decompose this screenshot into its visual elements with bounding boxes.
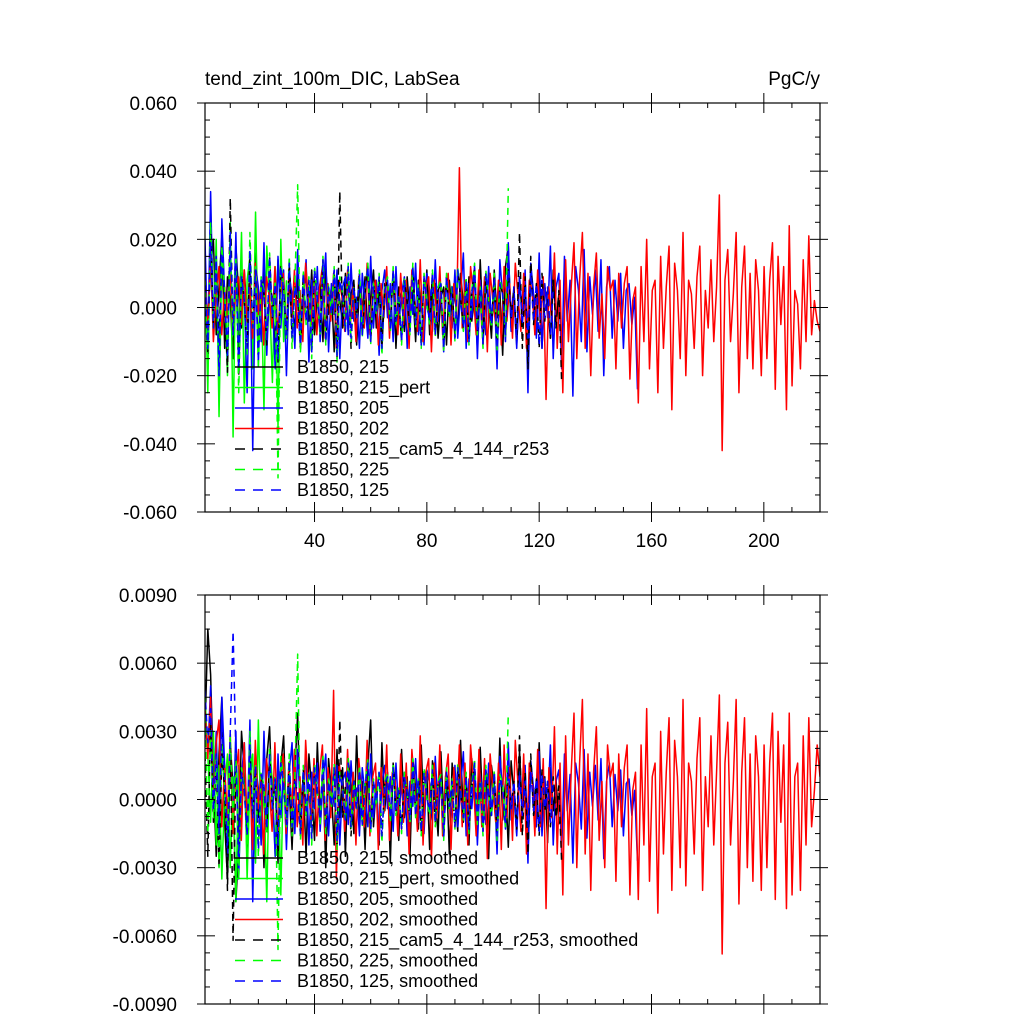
y-tick-label: 0.0030 [119, 722, 177, 743]
series-group [205, 167, 820, 479]
y-tick-label: -0.060 [123, 503, 177, 524]
y-tick-label: -0.0030 [113, 859, 177, 880]
y-tick-label: -0.0090 [113, 995, 177, 1016]
y-tick-label: 0.040 [129, 162, 177, 183]
legend-label: B1850, 215, smoothed [297, 848, 478, 868]
series-line-5 [205, 190, 563, 383]
x-tick-label: 200 [748, 531, 780, 552]
legend-label: B1850, 205 [297, 398, 389, 418]
legend-label: B1850, 215_cam5_4_144_r253 [297, 439, 549, 460]
legend-label: B1850, 125, smoothed [297, 971, 478, 991]
y-tick-label: 0.0060 [119, 654, 177, 675]
y-tick-label: -0.0060 [113, 927, 177, 948]
legend-label: B1850, 125 [297, 480, 389, 500]
y-tick-label: -0.040 [123, 435, 177, 456]
chart-title: tend_zint_100m_DIC, LabSea [205, 69, 460, 90]
series-line-4 [205, 689, 820, 955]
x-tick-label: 120 [523, 531, 555, 552]
y-tick-label: 0.000 [129, 299, 177, 320]
legend-label: B1850, 202, smoothed [297, 910, 478, 930]
y-tick-label: 0.0090 [119, 586, 177, 607]
chart-panel-1: 40 80 120 160 200 -0.060 -0.040 -0.020 0.000 0.02… [123, 69, 828, 552]
legend-label: B1850, 225, smoothed [297, 951, 478, 971]
y-tick-label: 0.020 [129, 230, 177, 251]
series-line-6 [205, 653, 510, 951]
series-line-7 [205, 630, 554, 858]
legend-label: B1850, 215_pert [297, 378, 430, 399]
y-tick-label: 0.0000 [119, 791, 177, 812]
legend-label: B1850, 215_pert, smoothed [297, 869, 519, 890]
units-label: PgC/y [768, 69, 820, 90]
x-tick-label: 160 [636, 531, 668, 552]
series-line-7 [205, 231, 554, 377]
legend-label: B1850, 225 [297, 460, 389, 480]
series-group [205, 628, 820, 955]
chart-panel-2: -0.0090 -0.0060 -0.0030 0.0000 0.0030 0.0060 0… [113, 585, 828, 1016]
x-tick-label: 80 [416, 531, 437, 552]
x-tick-label: 40 [304, 531, 325, 552]
legend-label: B1850, 205, smoothed [297, 889, 478, 909]
y-tick-label: -0.020 [123, 367, 177, 388]
legend-label: B1850, 215 [297, 357, 389, 377]
legend-label: B1850, 202 [297, 419, 389, 439]
y-tick-label: 0.060 [129, 94, 177, 115]
series-line-1 [205, 628, 560, 903]
legend-label: B1850, 215_cam5_4_144_r253, smoothed [297, 930, 638, 951]
